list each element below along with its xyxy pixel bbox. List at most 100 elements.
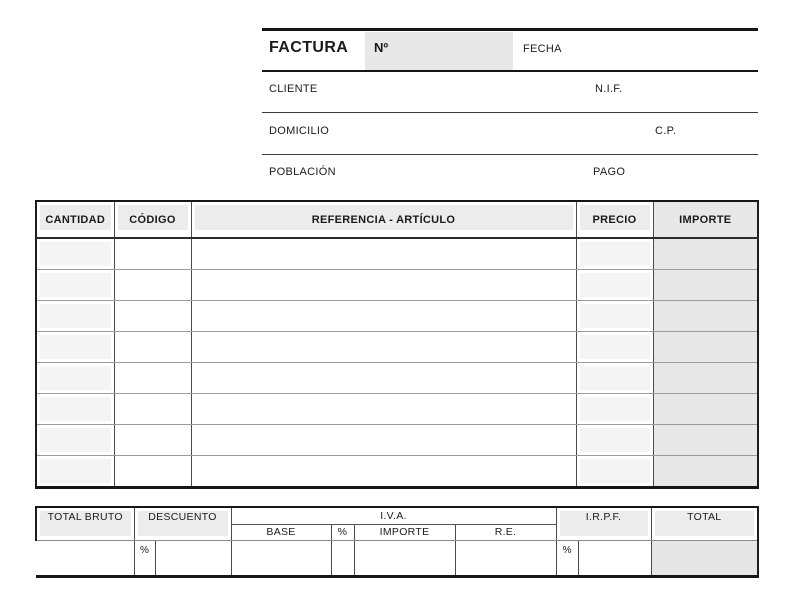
iva-importe-cell[interactable] bbox=[354, 540, 456, 578]
descuento-value-cell[interactable] bbox=[155, 540, 232, 578]
referencia-cell[interactable] bbox=[191, 424, 577, 456]
cell-fill bbox=[40, 273, 111, 297]
codigo-cell[interactable] bbox=[114, 455, 192, 489]
postal-code-value-field[interactable] bbox=[685, 121, 753, 143]
iva-header: I.V.A. bbox=[231, 506, 557, 525]
item-row bbox=[35, 331, 759, 363]
column-header-referencia: REFERENCIA - ARTÍCULO bbox=[191, 200, 577, 239]
cell-fill bbox=[579, 366, 650, 390]
column-header-precio: PRECIO bbox=[576, 200, 654, 239]
precio-cell[interactable] bbox=[576, 300, 654, 332]
irpf-label: I.R.P.F. bbox=[585, 511, 622, 523]
cell-fill bbox=[40, 366, 111, 390]
importe-cell[interactable] bbox=[653, 455, 759, 489]
item-row bbox=[35, 269, 759, 301]
items-body bbox=[35, 238, 759, 489]
header-cell-fill bbox=[194, 205, 573, 230]
iva-base-cell[interactable] bbox=[231, 540, 332, 578]
importe-cell[interactable] bbox=[653, 300, 759, 332]
importe-cell[interactable] bbox=[653, 331, 759, 363]
referencia-cell[interactable] bbox=[191, 393, 577, 425]
total-value-cell[interactable] bbox=[651, 540, 760, 578]
iva-re-header: R.E. bbox=[455, 524, 557, 541]
divider-line bbox=[262, 70, 758, 72]
importe-cell[interactable] bbox=[653, 238, 759, 270]
header-cell-fill bbox=[579, 205, 650, 230]
importe-cell[interactable] bbox=[653, 269, 759, 301]
codigo-cell[interactable] bbox=[114, 393, 192, 425]
nif-label: N.I.F. bbox=[595, 83, 623, 95]
precio-cell[interactable] bbox=[576, 269, 654, 301]
referencia-cell[interactable] bbox=[191, 362, 577, 394]
precio-cell[interactable] bbox=[576, 424, 654, 456]
city-label: POBLACIÓN bbox=[269, 166, 336, 178]
iva-label: I.V.A. bbox=[380, 509, 407, 522]
payment-value-field[interactable] bbox=[632, 162, 752, 184]
nif-value-field[interactable] bbox=[632, 79, 752, 101]
importe-cell[interactable] bbox=[653, 393, 759, 425]
cantidad-cell[interactable] bbox=[35, 455, 115, 489]
descuento-percent-cell[interactable]: % bbox=[134, 540, 156, 578]
header-cell-fill bbox=[654, 511, 755, 536]
precio-cell[interactable] bbox=[576, 238, 654, 270]
codigo-cell[interactable] bbox=[114, 362, 192, 394]
irpf-percent-cell[interactable]: % bbox=[556, 540, 579, 578]
date-value-field[interactable] bbox=[568, 38, 753, 63]
codigo-cell[interactable] bbox=[114, 331, 192, 363]
item-row bbox=[35, 393, 759, 425]
cell-fill bbox=[40, 428, 111, 452]
irpf-percent-mark: % bbox=[562, 544, 572, 556]
cantidad-cell[interactable] bbox=[35, 300, 115, 332]
cantidad-cell[interactable] bbox=[35, 331, 115, 363]
item-row bbox=[35, 424, 759, 456]
city-value-field[interactable] bbox=[345, 162, 575, 184]
referencia-cell[interactable] bbox=[191, 455, 577, 489]
client-value-field[interactable] bbox=[330, 79, 580, 101]
codigo-cell[interactable] bbox=[114, 424, 192, 456]
codigo-cell[interactable] bbox=[114, 238, 192, 270]
precio-cell[interactable] bbox=[576, 362, 654, 394]
items-header-row: CANTIDAD CÓDIGO REFERENCIA - ARTÍCULO PR… bbox=[35, 200, 759, 239]
column-header-cantidad-label: CANTIDAD bbox=[45, 213, 106, 226]
column-header-codigo: CÓDIGO bbox=[114, 200, 192, 239]
descuento-header: DESCUENTO bbox=[134, 506, 232, 541]
iva-percent-cell[interactable] bbox=[331, 540, 355, 578]
referencia-cell[interactable] bbox=[191, 238, 577, 270]
precio-cell[interactable] bbox=[576, 393, 654, 425]
total-bruto-cell[interactable] bbox=[36, 540, 135, 578]
referencia-cell[interactable] bbox=[191, 300, 577, 332]
total-bruto-header: TOTAL BRUTO bbox=[35, 506, 135, 541]
totals-header-row: TOTAL BRUTO DESCUENTO I.V.A. I.R.P.F. TO… bbox=[35, 506, 760, 541]
column-header-importe: IMPORTE bbox=[653, 200, 759, 239]
iva-re-cell[interactable] bbox=[455, 540, 557, 578]
referencia-cell[interactable] bbox=[191, 331, 577, 363]
iva-base-label: BASE bbox=[266, 526, 296, 538]
item-row bbox=[35, 238, 759, 270]
iva-base-header: BASE bbox=[231, 524, 332, 541]
address-value-field[interactable] bbox=[340, 121, 630, 143]
address-label: DOMICILIO bbox=[269, 125, 330, 137]
precio-cell[interactable] bbox=[576, 455, 654, 489]
cantidad-cell[interactable] bbox=[35, 424, 115, 456]
cantidad-cell[interactable] bbox=[35, 393, 115, 425]
iva-re-label: R.E. bbox=[494, 526, 517, 538]
cantidad-cell[interactable] bbox=[35, 238, 115, 270]
column-header-precio-label: PRECIO bbox=[592, 213, 637, 226]
iva-percent-header: % bbox=[331, 524, 355, 541]
importe-cell[interactable] bbox=[653, 362, 759, 394]
cell-fill bbox=[579, 397, 650, 421]
total-header: TOTAL bbox=[651, 506, 760, 541]
cell-fill bbox=[40, 242, 111, 266]
referencia-cell[interactable] bbox=[191, 269, 577, 301]
cell-fill bbox=[40, 335, 111, 359]
item-row bbox=[35, 362, 759, 394]
invoice-number-field[interactable]: Nº bbox=[365, 32, 513, 70]
cell-fill bbox=[40, 459, 111, 483]
irpf-value-cell[interactable] bbox=[578, 540, 652, 578]
codigo-cell[interactable] bbox=[114, 269, 192, 301]
cantidad-cell[interactable] bbox=[35, 269, 115, 301]
cantidad-cell[interactable] bbox=[35, 362, 115, 394]
codigo-cell[interactable] bbox=[114, 300, 192, 332]
importe-cell[interactable] bbox=[653, 424, 759, 456]
precio-cell[interactable] bbox=[576, 331, 654, 363]
